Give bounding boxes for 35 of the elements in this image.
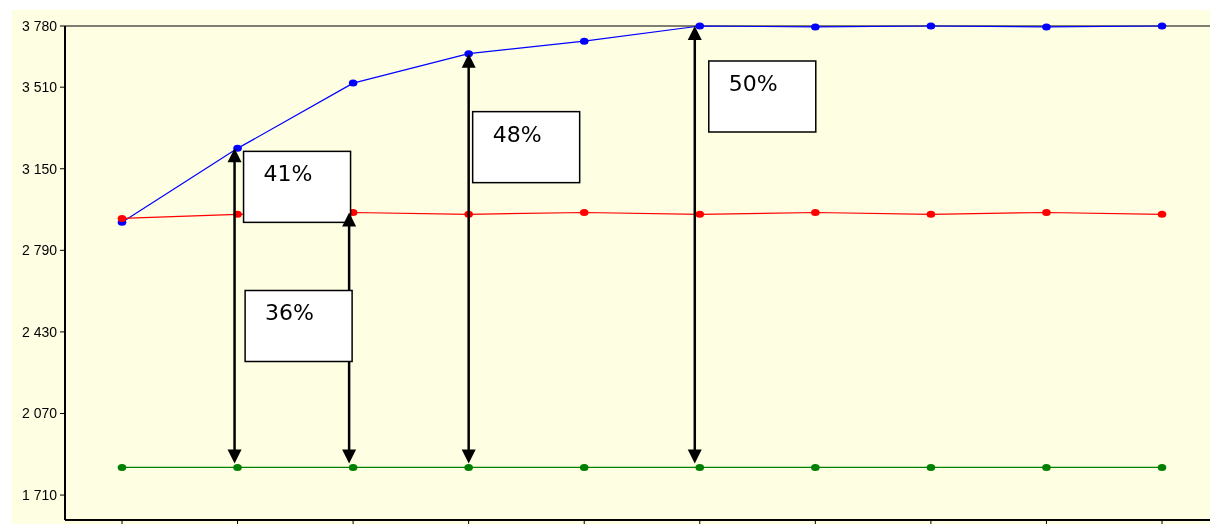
point (1157, 463, 1167, 471)
point (579, 37, 589, 45)
point (926, 22, 936, 30)
point (811, 209, 820, 216)
y-tick-label: 2 070 (21, 405, 58, 422)
point (811, 463, 820, 471)
annotation: 48% (492, 121, 542, 147)
point (579, 209, 589, 216)
point (1042, 463, 1051, 471)
point (117, 214, 127, 222)
point (348, 79, 358, 87)
point (695, 22, 705, 30)
point (926, 463, 936, 471)
point (1042, 23, 1051, 31)
y-tick-label: 3 510 (21, 79, 58, 96)
point (464, 463, 473, 471)
point (117, 463, 127, 471)
point (1042, 209, 1051, 216)
point (348, 463, 358, 471)
point (233, 463, 242, 471)
y-tick-label: 3 780 (21, 17, 58, 34)
point (926, 210, 936, 218)
point (695, 463, 705, 471)
y-tick-label: 2 430 (21, 323, 58, 340)
y-tick-label: 1 710 (21, 486, 58, 503)
point (1157, 210, 1167, 218)
annotation: 50% (728, 71, 778, 96)
annotation: 36% (265, 300, 315, 326)
point (811, 23, 820, 31)
point (1157, 22, 1167, 30)
y-tick-label: 3 150 (21, 160, 58, 177)
point (579, 463, 589, 471)
point (695, 210, 705, 218)
annotation: 41% (263, 161, 313, 187)
y-tick-label: 2 790 (21, 242, 58, 259)
